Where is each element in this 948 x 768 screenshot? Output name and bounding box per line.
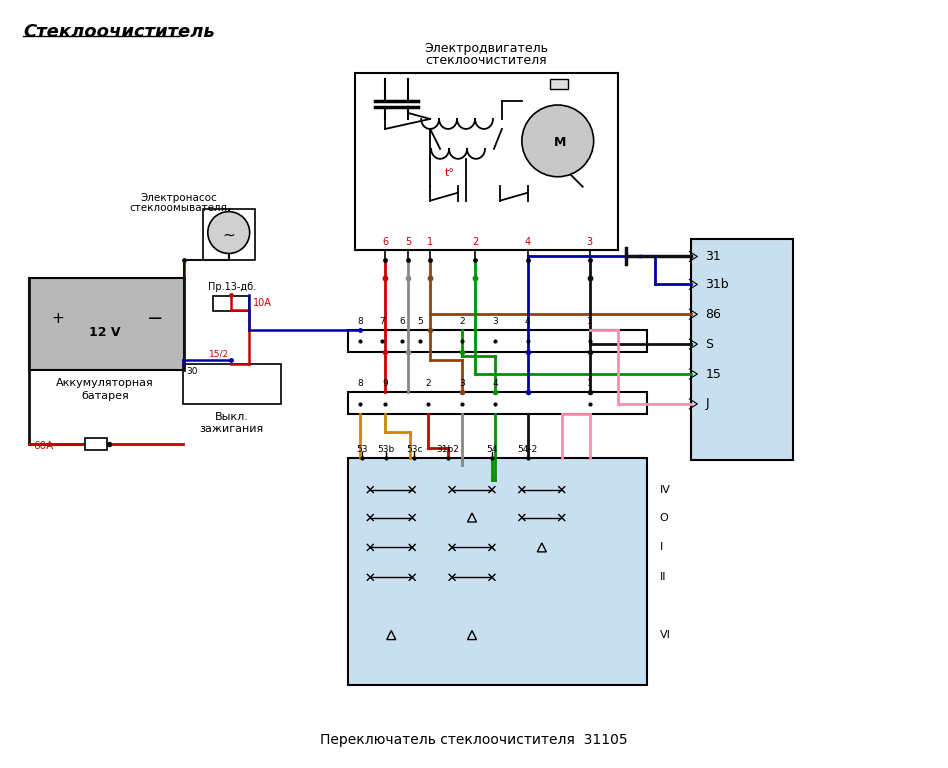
Text: Аккумуляторная: Аккумуляторная [56, 378, 154, 388]
Text: 5: 5 [417, 317, 423, 326]
Text: 31b: 31b [705, 278, 729, 291]
Bar [550, 79, 568, 89]
Text: 31b2: 31b2 [437, 445, 460, 454]
Text: 6: 6 [382, 237, 389, 247]
Text: 15: 15 [705, 368, 721, 380]
Text: S: S [705, 338, 713, 351]
Text: 2: 2 [472, 237, 478, 247]
Text: t°: t° [445, 167, 455, 177]
Text: Стеклоочиститель: Стеклоочиститель [24, 23, 215, 41]
Text: 30: 30 [186, 367, 197, 376]
Text: 3: 3 [459, 379, 465, 388]
Bar [203, 209, 255, 260]
Text: Пр.13-дб.: Пр.13-дб. [208, 283, 256, 293]
Text: J: J [705, 397, 709, 410]
Text: зажигания: зажигания [200, 424, 264, 434]
Text: −: − [147, 309, 163, 328]
Text: 31: 31 [705, 250, 721, 263]
Text: 3: 3 [492, 317, 498, 326]
Bar [29, 278, 184, 370]
Text: Электродвигатель: Электродвигатель [425, 42, 549, 55]
Text: Электронасос: Электронасос [140, 193, 217, 203]
Bar [348, 330, 647, 352]
Text: +: + [51, 311, 64, 326]
Text: M: M [554, 137, 566, 149]
Text: 9: 9 [382, 379, 388, 388]
Text: 53: 53 [356, 445, 368, 454]
Text: 4: 4 [525, 317, 531, 326]
Text: 8: 8 [357, 379, 363, 388]
Text: 1: 1 [587, 379, 592, 388]
Text: II: II [660, 572, 665, 582]
Text: 1: 1 [427, 237, 433, 247]
Text: 2: 2 [426, 379, 431, 388]
Text: стеклоочистителя: стеклоочистителя [426, 55, 547, 67]
Text: Переключатель стеклоочистителя  31105: Переключатель стеклоочистителя 31105 [320, 733, 628, 746]
Text: 53c: 53c [406, 445, 423, 454]
Text: VI: VI [660, 630, 670, 640]
Bar [348, 392, 647, 414]
Circle shape [521, 105, 593, 177]
Text: 5: 5 [405, 237, 411, 247]
Text: 15/2: 15/2 [209, 349, 228, 358]
Text: 54: 54 [486, 445, 498, 454]
Text: 60А: 60А [33, 441, 53, 451]
Circle shape [208, 212, 249, 253]
Text: 10А: 10А [253, 298, 271, 308]
Bar [348, 458, 647, 685]
Text: 86: 86 [705, 308, 721, 321]
Bar [85, 438, 107, 450]
Text: 8: 8 [357, 317, 363, 326]
Text: 3: 3 [587, 237, 592, 247]
Text: 53b: 53b [377, 445, 395, 454]
Text: 4: 4 [525, 237, 531, 247]
Text: батарея: батарея [82, 391, 129, 401]
Bar [356, 73, 617, 250]
Bar [183, 364, 281, 404]
Text: 7: 7 [379, 317, 385, 326]
Bar [212, 296, 248, 311]
Text: Выкл.: Выкл. [215, 412, 248, 422]
Text: 4: 4 [492, 379, 498, 388]
Text: 1: 1 [587, 317, 592, 326]
Bar [691, 239, 793, 460]
Text: I: I [660, 542, 663, 552]
Text: O: O [660, 512, 668, 522]
Text: IV: IV [660, 485, 670, 495]
Text: 6: 6 [399, 317, 405, 326]
Text: ~: ~ [223, 228, 235, 243]
Text: 54-2: 54-2 [518, 445, 538, 454]
Text: 12 V: 12 V [89, 326, 120, 339]
Text: стеклоомывателя: стеклоомывателя [130, 203, 228, 213]
Text: 2: 2 [459, 317, 465, 326]
